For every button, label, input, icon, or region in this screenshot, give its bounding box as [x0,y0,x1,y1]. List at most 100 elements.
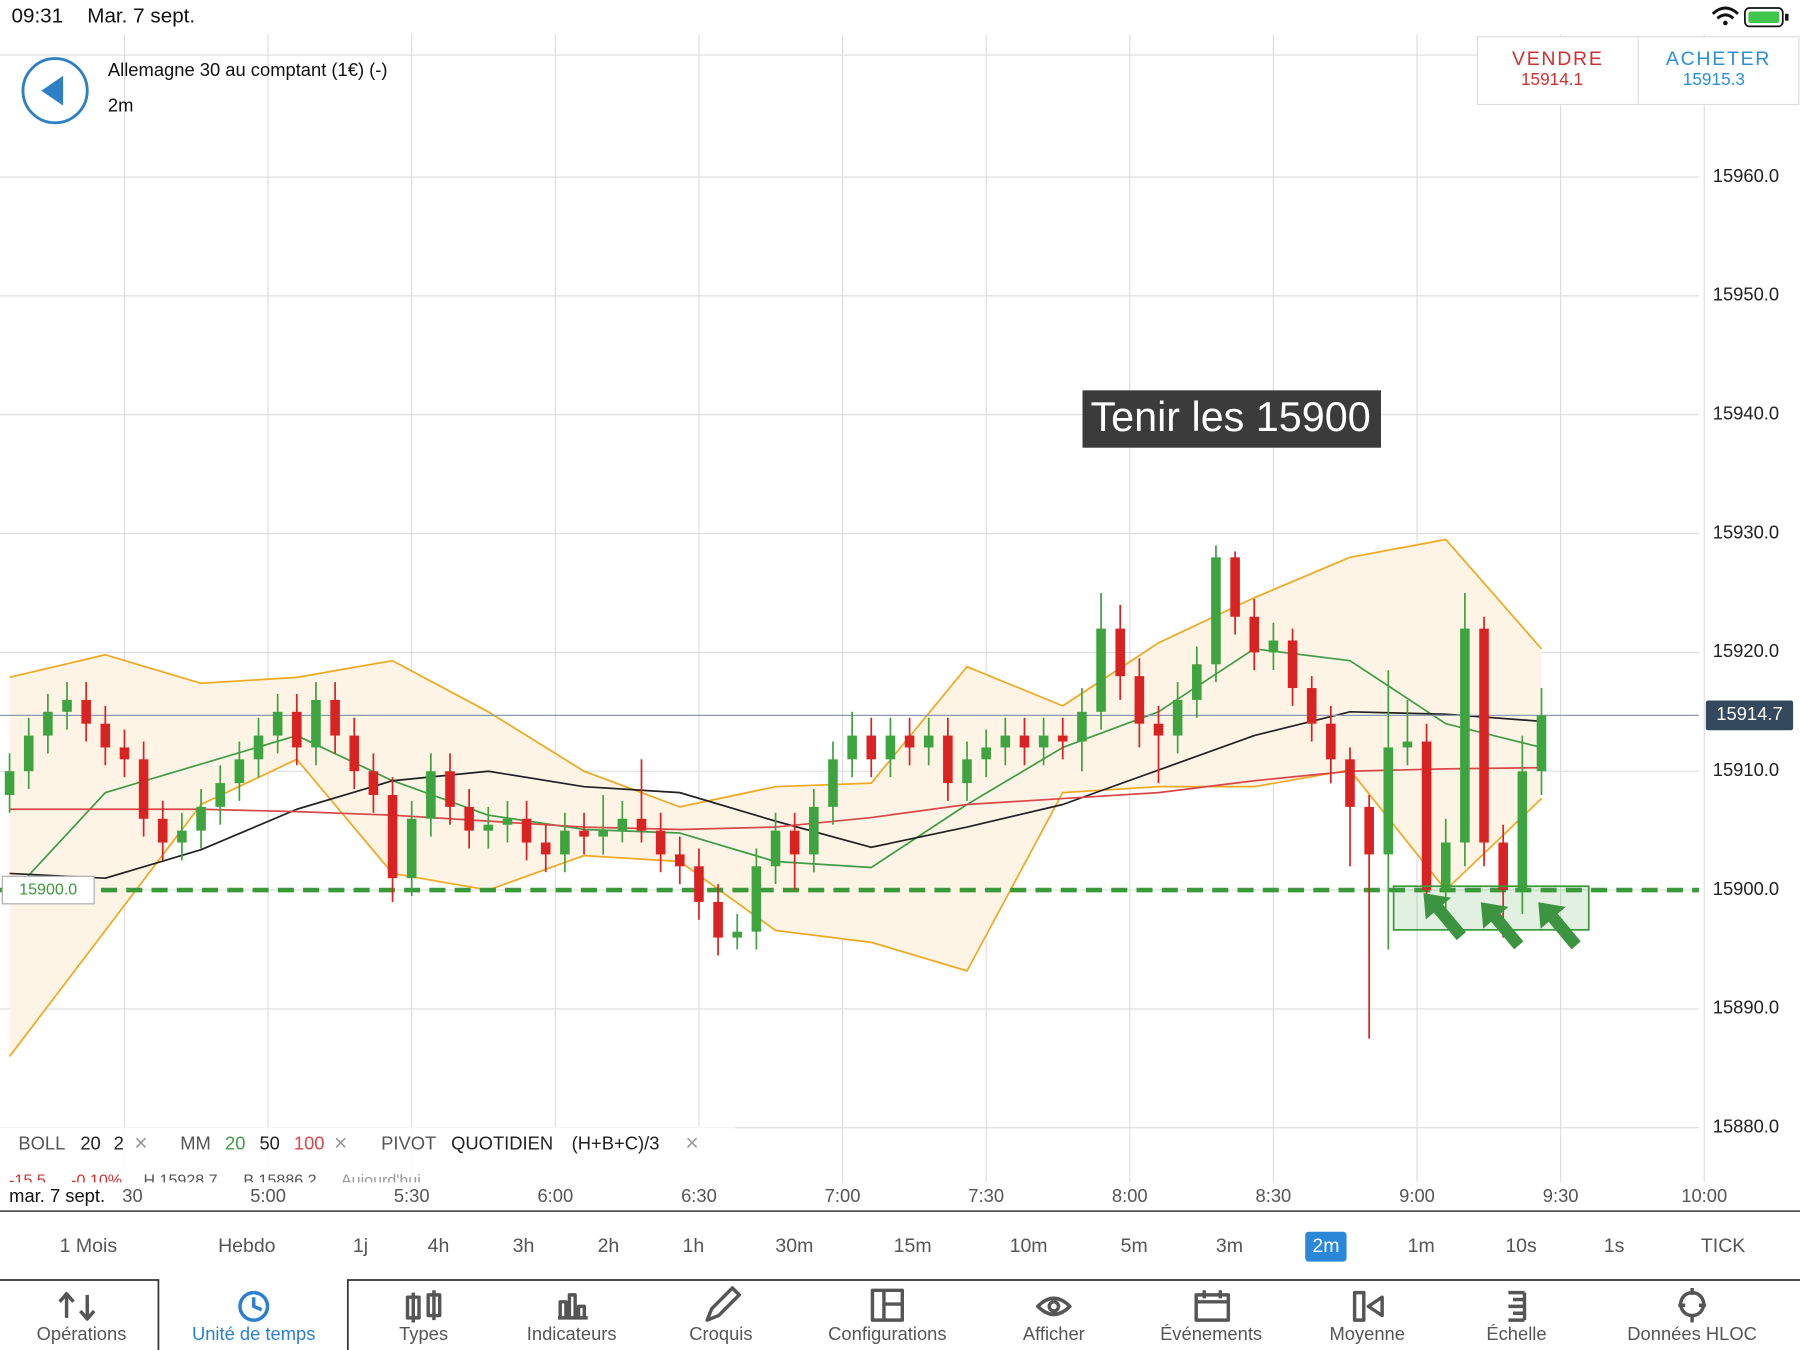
timeframe-option[interactable]: 30m [775,1235,813,1257]
sell-price[interactable]: 15914.1 [1521,69,1583,89]
legend-bg [0,1127,735,1183]
candle-body [157,818,168,843]
candle-body [885,735,896,760]
support-label: 15900.0 [19,880,77,898]
tab-icon[interactable] [1036,1296,1072,1317]
indicator-legend: BOLL 20 2 × MM 20 50 100 × PIVOT QUOTIDI… [0,1127,735,1190]
tab-icon[interactable] [58,1292,96,1321]
timeframe-option[interactable]: 1s [1604,1235,1625,1257]
y-tick-label: 15880.0 [1713,1116,1779,1137]
overlay-line [8,758,1543,1057]
candle-body [1536,715,1547,772]
buy-button[interactable]: ACHETER 15915.3 [1666,48,1771,89]
tab-icon[interactable] [1194,1290,1231,1322]
tab-label[interactable]: Afficher [1023,1323,1085,1344]
candle-body [426,771,436,819]
tab-icon[interactable] [557,1293,588,1320]
battery-level [1748,11,1780,23]
candle-body [1440,842,1451,891]
x-tick-label: 6:30 [681,1185,717,1206]
plot-area: 15880.0 15890.0 15900.0 15910.0 15920.0 15930… [0,34,1794,1183]
tab-label[interactable]: Configurations [828,1323,946,1344]
legend-item: 50 [259,1132,279,1153]
timeframe-option[interactable]: 10m [1010,1235,1048,1257]
tab-label[interactable]: Échelle [1486,1323,1546,1344]
tab-icon[interactable] [405,1290,442,1323]
candle-body [751,866,762,932]
candle-body [847,735,857,760]
tab-icon[interactable] [1508,1290,1527,1322]
candle-body [560,830,570,855]
tab-label[interactable]: Moyenne [1329,1323,1405,1344]
timeframe-selected[interactable] [1305,1231,1347,1262]
timeframe-option[interactable]: 3m [1216,1235,1243,1257]
candle-body [234,759,245,784]
tab-bar: Opérations Unité de temps Types Indicateurs… [0,1279,1800,1350]
candle-body [253,735,264,760]
timeframe-option[interactable]: 5m [1121,1235,1148,1257]
tab-icon[interactable] [238,1290,270,1322]
candle-body [1019,735,1030,748]
price-tag [1705,700,1794,731]
candle-body [1172,699,1183,736]
tab-icon[interactable] [1678,1288,1706,1323]
timeframe-option[interactable]: 15m [894,1235,932,1257]
buy-price[interactable]: 15915.3 [1683,69,1745,89]
candle-body [368,771,379,795]
sell-label[interactable]: VENDRE [1512,48,1604,70]
timeframe-option[interactable]: 1 Mois [60,1235,118,1257]
tab-label[interactable]: Croquis [689,1323,752,1344]
timeframe-option[interactable]: 1h [683,1235,705,1257]
remove-indicator[interactable]: × [334,1130,347,1156]
timeframe-option[interactable]: TICK [1701,1235,1745,1257]
remove-indicator[interactable]: × [134,1130,147,1156]
remove-indicator[interactable]: × [685,1130,698,1156]
candle-body [1287,640,1298,689]
y-tick-label: 15900.0 [1713,878,1779,899]
timeframe-option[interactable]: 10s [1505,1235,1537,1257]
x-tick-label: 7:00 [825,1185,861,1206]
candle-body [349,735,360,772]
stat: H 15928,7 [143,1172,217,1190]
timeframe-option[interactable]: Hebdo [218,1235,276,1257]
candle-body [694,866,704,902]
x-tick-label: 9:30 [1543,1185,1579,1206]
tab-label[interactable]: Unité de temps [192,1323,315,1344]
tab-label[interactable]: Indicateurs [527,1323,617,1344]
timeframe-option[interactable]: 2h [598,1235,620,1257]
tab-label[interactable]: Opérations [37,1323,127,1344]
tab-label[interactable]: Événements [1160,1323,1262,1344]
stat: -0,10% [71,1172,122,1190]
tab-label[interactable]: Données HLOC [1627,1323,1757,1344]
candle-body [1096,628,1106,712]
candle-body [904,735,915,748]
arrow [1538,902,1581,950]
timeframe-option[interactable]: 3h [513,1235,535,1257]
tab-icon[interactable] [870,1288,905,1322]
date-label: mar. 7 sept. [9,1185,105,1206]
x-tick-label: 5:00 [250,1185,286,1206]
timeframe-option[interactable]: 1j [353,1235,368,1257]
candle-body [828,759,838,807]
timeframe-option[interactable]: 4h [428,1235,450,1257]
candle-body [1230,557,1240,617]
arrows [1423,893,1581,950]
buy-label[interactable]: ACHETER [1666,48,1771,70]
back-arrow[interactable] [41,75,64,106]
candle-body [1192,664,1202,700]
timeframe-option[interactable]: 1m [1408,1235,1435,1257]
tab-icon[interactable] [705,1286,742,1322]
back-button[interactable] [21,57,89,125]
sell-button[interactable]: VENDRE 15914.1 [1512,48,1604,89]
battery-tip [1785,13,1789,21]
candle-body [330,699,340,736]
candle-body [770,830,781,867]
annotation-box [1082,390,1381,448]
x-tick-label: 30 [122,1185,142,1206]
tab-icon[interactable] [1352,1290,1384,1322]
timeframe-option[interactable]: 2m [1312,1235,1339,1257]
arrow [1423,893,1466,941]
tab-label[interactable]: Types [399,1323,448,1344]
support-tag [1,875,95,905]
